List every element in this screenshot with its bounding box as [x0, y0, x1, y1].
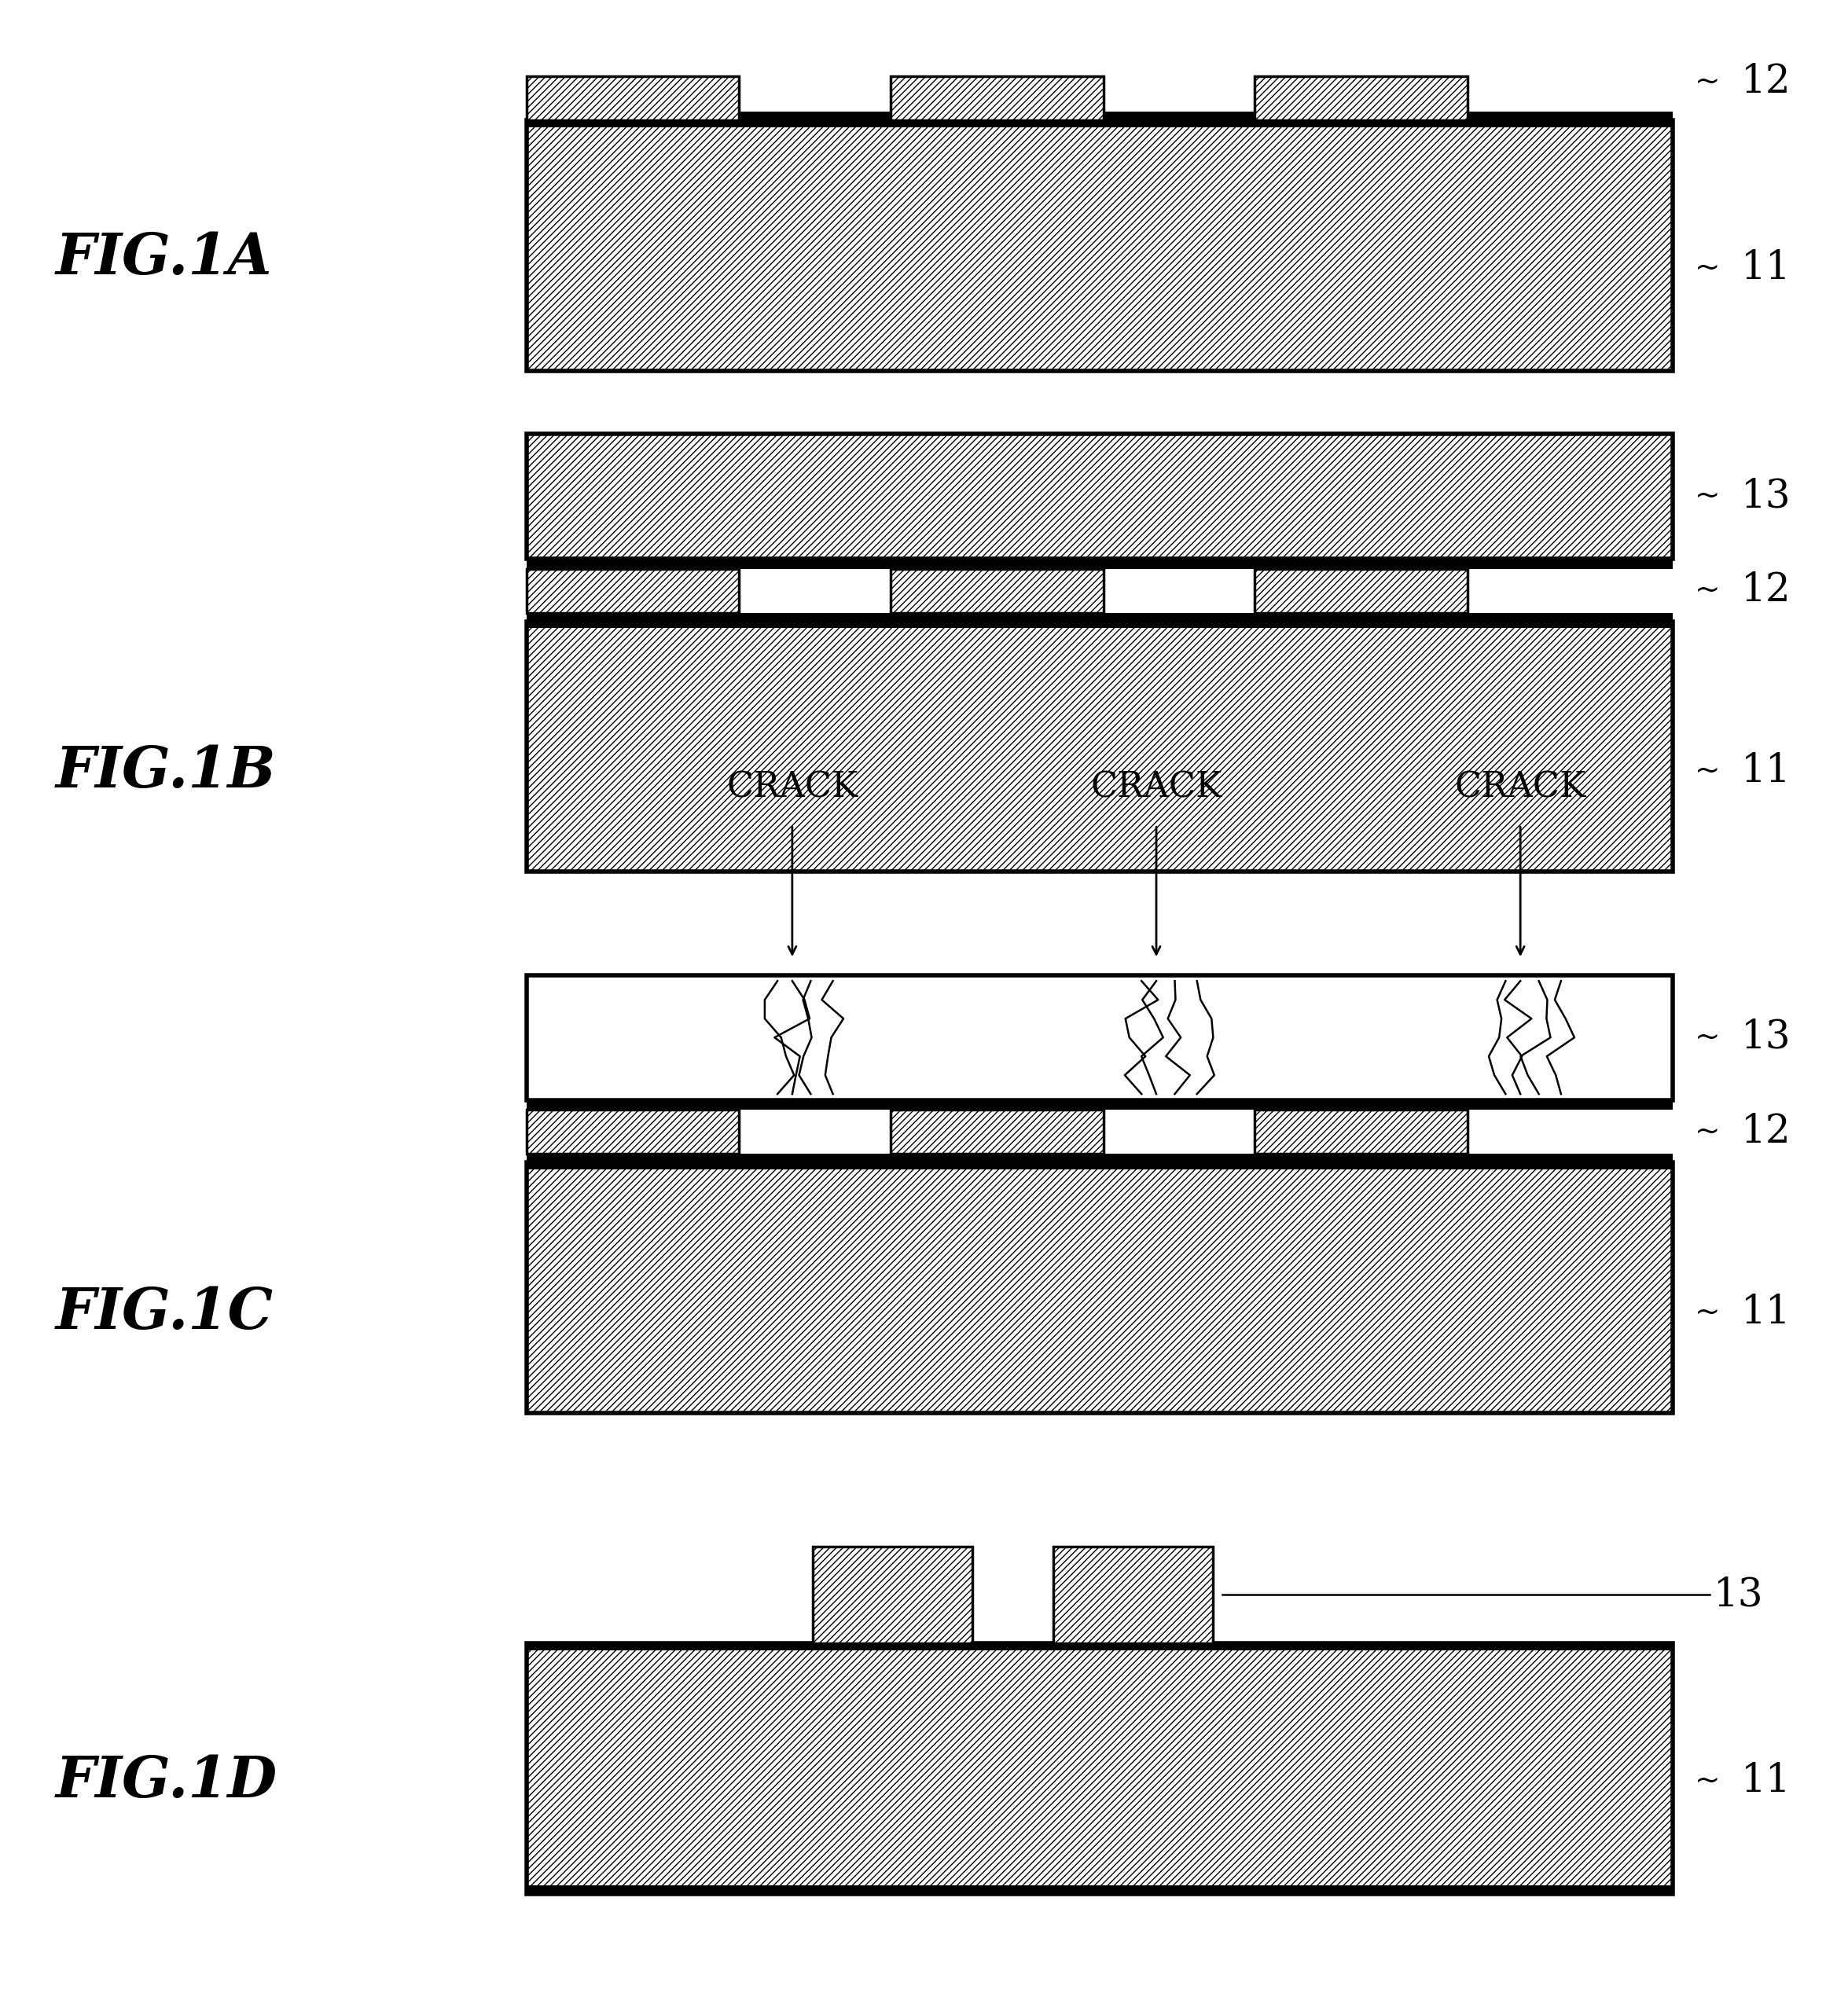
Text: ~: ~: [1695, 758, 1720, 786]
Bar: [527, 1643, 1672, 1651]
Text: 13: 13: [1741, 477, 1791, 515]
Text: 12: 12: [1741, 62, 1791, 102]
Bar: [527, 1886, 1672, 1894]
Bar: [1255, 1110, 1467, 1154]
Text: ~: ~: [1695, 68, 1720, 96]
Bar: [527, 1162, 1672, 1413]
Bar: [527, 976, 1672, 1100]
Text: ~: ~: [1695, 1766, 1720, 1796]
Bar: [527, 76, 739, 120]
Bar: [527, 613, 1672, 621]
Text: CRACK: CRACK: [1454, 772, 1586, 806]
Bar: [527, 112, 1672, 128]
Bar: [527, 621, 1672, 872]
Bar: [1521, 976, 1672, 1100]
Text: 13: 13: [1741, 1018, 1791, 1056]
Bar: [527, 1154, 1672, 1170]
Text: 11: 11: [1741, 752, 1791, 792]
Text: 11: 11: [1741, 1762, 1791, 1800]
Text: 13: 13: [1713, 1575, 1763, 1613]
Text: ~: ~: [1695, 481, 1720, 511]
Text: ~: ~: [1695, 1022, 1720, 1052]
Bar: [527, 1643, 1672, 1894]
Text: ~: ~: [1695, 1299, 1720, 1327]
Text: ~: ~: [1695, 1118, 1720, 1146]
Text: 11: 11: [1741, 1293, 1791, 1333]
Bar: [891, 1110, 1103, 1154]
Bar: [793, 976, 1157, 1100]
Bar: [891, 76, 1103, 120]
Text: CRACK: CRACK: [1090, 772, 1222, 806]
Text: ~: ~: [1695, 577, 1720, 605]
Bar: [527, 569, 739, 613]
Bar: [1255, 76, 1467, 120]
Bar: [1255, 569, 1467, 613]
Text: FIG.1B: FIG.1B: [55, 743, 275, 800]
Text: 12: 12: [1741, 571, 1791, 609]
Text: FIG.1C: FIG.1C: [55, 1285, 274, 1341]
Bar: [527, 1154, 1672, 1162]
Text: FIG.1A: FIG.1A: [55, 230, 272, 287]
Bar: [527, 435, 1672, 559]
Bar: [527, 976, 793, 1100]
Text: ~: ~: [1695, 253, 1720, 283]
Bar: [527, 613, 1672, 629]
Bar: [527, 1110, 739, 1154]
Bar: [527, 976, 1672, 1100]
Bar: [813, 1547, 972, 1643]
Text: 12: 12: [1741, 1112, 1791, 1150]
Bar: [891, 569, 1103, 613]
Bar: [1053, 1547, 1212, 1643]
Text: CRACK: CRACK: [726, 772, 857, 806]
Bar: [527, 1100, 1672, 1110]
Bar: [1157, 976, 1521, 1100]
Bar: [527, 120, 1672, 371]
Text: 11: 11: [1741, 248, 1791, 287]
Bar: [527, 559, 1672, 569]
Text: FIG.1D: FIG.1D: [55, 1754, 277, 1810]
